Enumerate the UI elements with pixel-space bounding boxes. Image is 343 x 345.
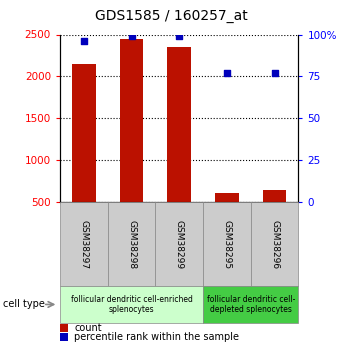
Bar [263, 190, 286, 202]
Text: percentile rank within the sample: percentile rank within the sample [74, 332, 239, 342]
Text: GDS1585 / 160257_at: GDS1585 / 160257_at [95, 9, 248, 23]
Text: GSM38296: GSM38296 [270, 219, 279, 269]
Text: count: count [74, 323, 102, 333]
Text: GSM38297: GSM38297 [79, 219, 88, 269]
Bar [72, 64, 96, 202]
Point [224, 70, 229, 76]
Point [129, 33, 134, 39]
Text: GSM38298: GSM38298 [127, 219, 136, 269]
Bar [215, 194, 239, 202]
Bar [167, 47, 191, 202]
Text: follicular dendritic cell-enriched
splenocytes: follicular dendritic cell-enriched splen… [71, 295, 192, 314]
Point [176, 33, 182, 39]
Text: GSM38295: GSM38295 [222, 219, 232, 269]
Text: follicular dendritic cell-
depleted splenocytes: follicular dendritic cell- depleted sple… [206, 295, 295, 314]
Text: GSM38299: GSM38299 [175, 219, 184, 269]
Point [81, 38, 86, 44]
Text: cell type: cell type [3, 299, 45, 309]
Point [272, 70, 277, 76]
Bar [120, 39, 143, 202]
